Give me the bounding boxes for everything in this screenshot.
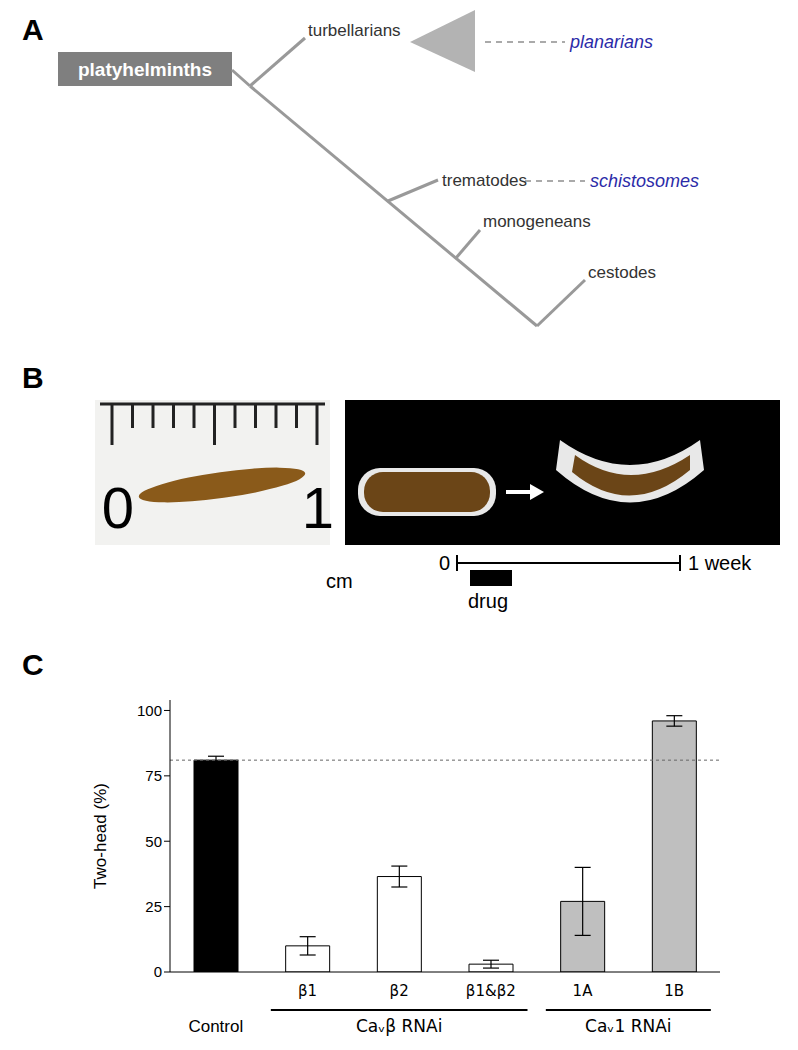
svg-text:β2: β2: [390, 982, 409, 1000]
svg-text:1B: 1B: [664, 982, 684, 1000]
svg-text:drug: drug: [468, 590, 508, 612]
svg-text:0: 0: [439, 552, 450, 574]
svg-text:25: 25: [145, 898, 162, 915]
svg-text:A: A: [22, 13, 44, 46]
html-text:C: C: [22, 648, 44, 681]
svg-text:75: 75: [145, 767, 162, 784]
svg-text:cm: cm: [326, 570, 353, 592]
svg-text:Control: Control: [188, 1017, 243, 1036]
svg-text:trematodes: trematodes: [442, 171, 527, 190]
svg-text:Caᵥ1 RNAi: Caᵥ1 RNAi: [585, 1016, 671, 1036]
svg-text:β1&β2: β1&β2: [466, 982, 516, 1000]
svg-text:schistosomes: schistosomes: [590, 171, 699, 191]
svg-text:platyhelminths: platyhelminths: [78, 59, 212, 80]
svg-text:1: 1: [302, 475, 334, 540]
svg-text:Caᵥβ RNAi: Caᵥβ RNAi: [356, 1016, 443, 1036]
svg-text:B: B: [22, 361, 44, 394]
svg-text:planarians: planarians: [569, 32, 653, 52]
svg-text:1A: 1A: [573, 982, 594, 1000]
svg-text:0: 0: [154, 963, 162, 980]
svg-text:turbellarians: turbellarians: [308, 21, 401, 40]
svg-text:0: 0: [102, 475, 134, 540]
svg-text:Two-head (%): Two-head (%): [91, 783, 110, 889]
svg-text:β1: β1: [298, 982, 317, 1000]
svg-text:1 week: 1 week: [688, 552, 752, 574]
svg-text:monogeneans: monogeneans: [483, 212, 591, 231]
svg-text:50: 50: [145, 833, 162, 850]
svg-text:100: 100: [137, 702, 162, 719]
svg-text:cestodes: cestodes: [588, 263, 656, 282]
